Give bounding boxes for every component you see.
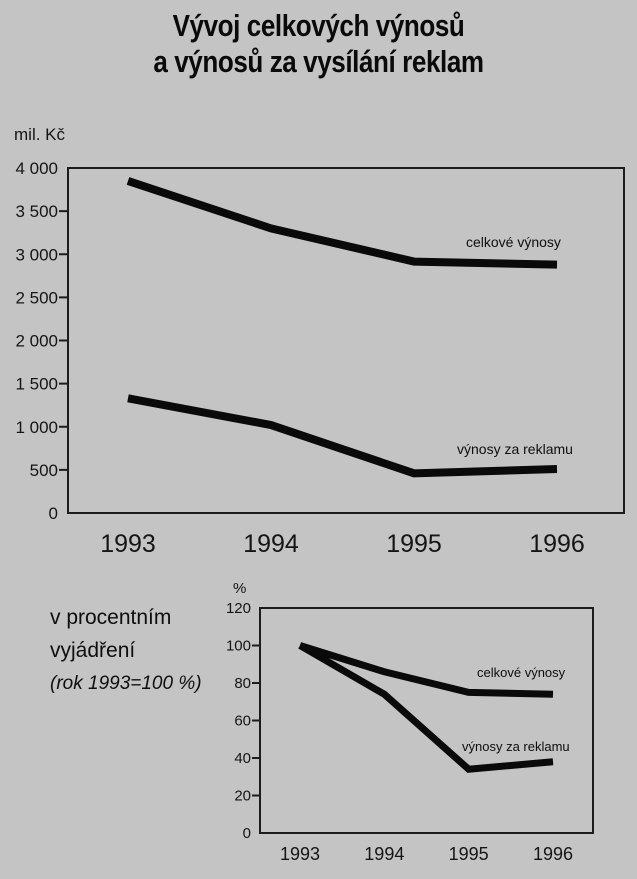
percent-note-line1: v procentním (50, 606, 172, 629)
y-tick-label: 40 (234, 750, 251, 767)
x-tick-label: 1996 (529, 530, 585, 558)
y-axis-unit-label: % (233, 580, 246, 597)
x-tick-label: 1993 (100, 530, 156, 558)
y-tick-label: 2 500 (15, 288, 58, 307)
y-axis-unit-label: mil. Kč (14, 125, 66, 144)
plot-frame (259, 607, 594, 834)
y-tick-label: 80 (234, 675, 251, 692)
revenue-line-chart: mil. Kč 0 500 1 000 1 500 2 000 2 500 3 000 3 50… (14, 125, 625, 558)
y-tick-label: 60 (234, 713, 251, 730)
y-tick-label: 0 (49, 504, 58, 523)
series-line-1 (127, 394, 558, 478)
series-line-0 (126, 177, 558, 269)
y-tick-label: 1 000 (15, 418, 58, 437)
y-tick-label: 500 (30, 461, 58, 480)
y-tick-label: 0 (243, 825, 251, 842)
x-tick-label: 1995 (386, 530, 442, 558)
y-tick-label: 3 500 (15, 202, 58, 221)
x-tick-label: 1993 (280, 844, 320, 864)
chart-title: Vývoj celkových výnosů a výnosů za vysíl… (51, 8, 586, 80)
x-tick-label: 1994 (243, 530, 299, 558)
x-tick-label: 1996 (533, 844, 573, 864)
y-tick-label: 2 000 (15, 332, 58, 351)
y-tick-label: 20 (234, 788, 251, 805)
series-label-total-revenue-pct: celkové výnosy (477, 665, 566, 680)
y-tick-label: 100 (226, 638, 251, 655)
percent-note-base-year: (rok 1993=100 %) (50, 673, 202, 694)
series-label-total-revenue: celkové výnosy (466, 234, 561, 250)
percent-note-line2: vyjádření (50, 639, 136, 662)
y-tick-label: 120 (226, 600, 251, 617)
x-tick-label: 1994 (364, 844, 404, 864)
plot-frame (67, 167, 625, 514)
percent-line-chart: % 0 20 40 60 80 100 120 1993 1994 1995 1996 (226, 580, 594, 864)
series-line-0 (298, 642, 554, 698)
y-tick-label: 1 500 (15, 375, 58, 394)
x-tick-label: 1995 (449, 844, 489, 864)
series-label-ad-revenue-pct: výnosy za reklamu (462, 739, 570, 754)
series-line-1 (298, 642, 554, 773)
chart-title-line1: Vývoj celkových výnosů (172, 8, 465, 43)
y-tick-label: 4 000 (15, 159, 58, 178)
y-tick-label: 3 000 (15, 245, 58, 264)
chart-title-line2: a výnosů za vysílání reklam (153, 44, 484, 79)
percent-note: v procentním vyjádření (rok 1993=100 %) (50, 601, 202, 700)
series-label-ad-revenue: výnosy za reklamu (457, 441, 573, 457)
